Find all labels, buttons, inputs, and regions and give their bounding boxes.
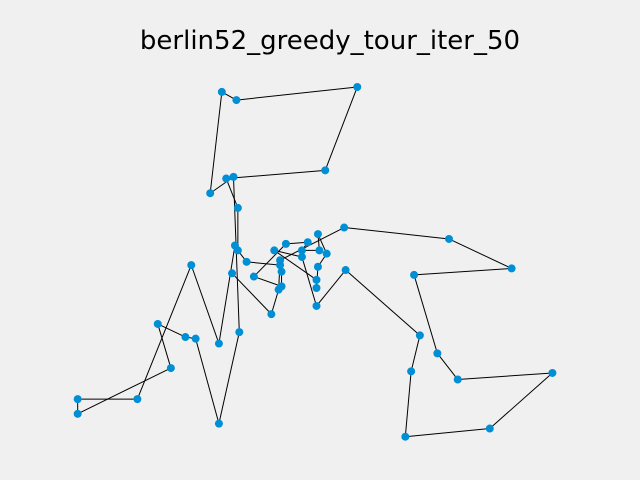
city-point xyxy=(312,275,321,284)
city-point xyxy=(267,310,276,319)
city-point xyxy=(133,395,142,404)
city-point xyxy=(73,395,82,404)
tour-edge xyxy=(218,332,240,424)
tour-edge xyxy=(279,227,345,261)
city-point xyxy=(242,257,251,266)
tour-edge xyxy=(274,249,303,258)
chart-title: berlin52_greedy_tour_iter_50 xyxy=(140,26,520,56)
city-point xyxy=(181,333,190,342)
city-point xyxy=(415,331,424,340)
city-point xyxy=(485,424,494,433)
city-point xyxy=(453,375,462,384)
city-point xyxy=(214,339,223,348)
city-point xyxy=(340,223,349,232)
city-point xyxy=(277,267,286,276)
city-point xyxy=(321,166,330,175)
city-point xyxy=(166,364,175,373)
city-point xyxy=(153,319,162,328)
city-point xyxy=(229,172,238,181)
city-point xyxy=(313,230,322,239)
tour-edge xyxy=(448,238,512,269)
tour-edge xyxy=(436,353,459,380)
tour-edge xyxy=(316,269,347,307)
city-point xyxy=(353,83,362,92)
city-point xyxy=(232,96,241,105)
city-point xyxy=(401,432,410,441)
city-point xyxy=(548,368,557,377)
city-point xyxy=(270,246,279,255)
tour-edge xyxy=(190,264,220,344)
city-point xyxy=(235,328,244,337)
tour-points xyxy=(73,83,557,441)
city-point xyxy=(312,301,321,310)
city-point xyxy=(315,246,324,255)
tour-edge xyxy=(253,276,282,287)
city-point xyxy=(445,234,454,243)
tour-edge xyxy=(324,86,358,171)
tour-edge xyxy=(232,176,240,333)
tour-edge xyxy=(236,86,358,101)
city-point xyxy=(297,252,306,261)
city-point xyxy=(222,174,231,183)
city-point xyxy=(410,270,419,279)
tour-edge xyxy=(136,264,192,400)
tour-edge xyxy=(345,269,421,336)
tour-edge xyxy=(457,372,553,381)
city-point xyxy=(297,246,306,255)
city-point xyxy=(214,419,223,428)
city-point xyxy=(341,266,350,275)
city-point xyxy=(217,87,226,96)
city-point xyxy=(73,409,82,418)
city-point xyxy=(249,272,258,281)
city-point xyxy=(233,246,242,255)
tour-edges xyxy=(77,86,553,438)
city-point xyxy=(228,269,237,278)
tour-edge xyxy=(246,261,281,266)
tour-edge xyxy=(404,371,412,437)
tour-edge xyxy=(270,289,280,315)
tour-edge xyxy=(77,367,172,415)
tour-edge xyxy=(253,243,287,277)
city-point xyxy=(313,262,322,271)
city-point xyxy=(191,334,200,343)
city-point xyxy=(281,239,290,248)
city-point xyxy=(276,256,285,265)
tour-edge xyxy=(410,335,421,372)
tour-edge xyxy=(226,169,326,180)
tour-edge xyxy=(405,428,490,438)
tour-edge xyxy=(344,227,450,240)
tour-edge xyxy=(301,256,317,307)
tour-edge xyxy=(273,250,317,281)
city-point xyxy=(187,261,196,270)
city-point xyxy=(312,284,321,292)
city-point xyxy=(407,367,416,376)
city-point xyxy=(206,189,215,198)
tour-edge xyxy=(157,323,172,369)
city-point xyxy=(507,264,516,273)
tour-edge xyxy=(414,267,512,276)
tour-edge xyxy=(231,272,272,315)
tour-edge xyxy=(157,323,186,338)
city-point xyxy=(433,349,442,358)
tour-edge xyxy=(413,274,438,354)
tour-edge xyxy=(489,372,553,429)
tour-edge xyxy=(225,178,239,209)
tour-edge xyxy=(195,338,220,424)
city-point xyxy=(322,249,331,258)
city-point xyxy=(303,238,312,247)
tour-edge xyxy=(209,91,223,194)
city-point xyxy=(274,285,283,294)
city-point xyxy=(233,203,242,212)
tour-edge xyxy=(218,245,236,344)
